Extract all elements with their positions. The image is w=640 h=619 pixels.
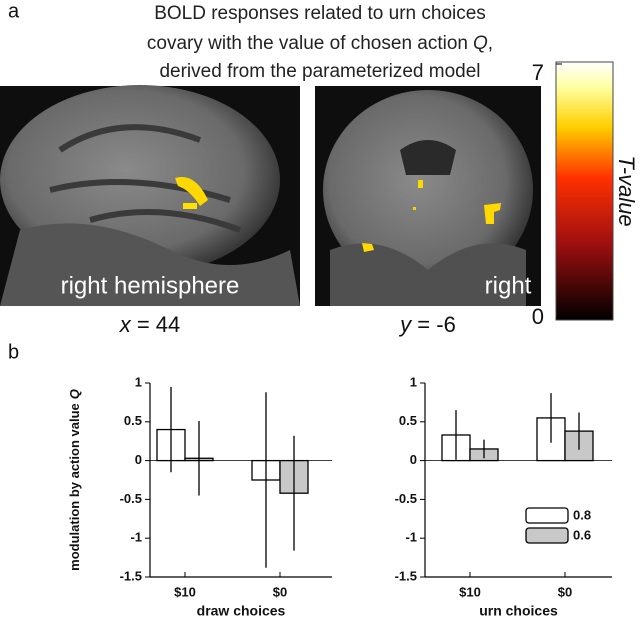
brain-image — [0, 85, 300, 306]
coord-label: y = -6 — [398, 312, 456, 337]
title-line: BOLD responses related to urn choices — [154, 3, 486, 24]
y-tick-label: 0 — [135, 452, 142, 467]
y-tick-label: 0.5 — [399, 413, 417, 428]
x-tick-label: $10 — [459, 584, 481, 599]
y-tick-label: -1.5 — [395, 568, 417, 583]
panel-label: b — [8, 341, 19, 363]
y-tick-label: 0.5 — [124, 413, 142, 428]
y-axis-label-var: Q — [67, 389, 82, 399]
coord-label: x = 44 — [119, 312, 181, 337]
y-tick-label: -0.5 — [120, 491, 142, 506]
title-line: covary with the value of chosen action Q, — [147, 33, 493, 54]
y-axis-label-text: modulation by action value — [67, 403, 82, 571]
x-tick-label: $0 — [273, 584, 287, 599]
y-tick-label: 0 — [410, 452, 417, 467]
legend-label: 0.8 — [573, 507, 591, 522]
coord-value: = 44 — [137, 312, 180, 337]
colorbar-tick-label: 7 — [532, 60, 544, 85]
y-tick-label: 1 — [410, 374, 417, 389]
title-var: Q — [473, 33, 488, 54]
panel-label: a — [8, 0, 20, 22]
colorbar-label: T-value — [614, 155, 639, 226]
y-tick-label: -1 — [130, 530, 142, 545]
y-tick-label: -1 — [405, 530, 417, 545]
brain-image — [315, 86, 541, 306]
x-axis-label: urn choices — [479, 603, 558, 619]
y-tick-label: 1 — [135, 374, 142, 389]
title-line: derived from the parameterized model — [159, 61, 480, 82]
legend-swatch — [525, 507, 569, 524]
coord-var: y — [398, 312, 413, 337]
y-axis-label: modulation by action value Q — [67, 389, 82, 571]
x-tick-label: $10 — [174, 584, 196, 599]
legend-swatch — [525, 527, 569, 544]
x-tick-label: $0 — [558, 584, 572, 599]
image-caption: right hemisphere — [61, 272, 240, 299]
colorbar-tick-label: 0 — [532, 304, 544, 329]
title-text: , — [488, 33, 493, 54]
x-axis-label: draw choices — [197, 603, 286, 619]
y-tick-label: -1.5 — [120, 568, 142, 583]
y-tick-label: -0.5 — [395, 491, 417, 506]
coord-value: = -6 — [417, 312, 456, 337]
coord-var: x — [119, 312, 132, 337]
legend-label: 0.6 — [573, 527, 591, 542]
title-text: covary with the value of chosen action — [147, 33, 468, 54]
colorbar — [555, 61, 614, 321]
image-caption: right — [485, 272, 532, 299]
